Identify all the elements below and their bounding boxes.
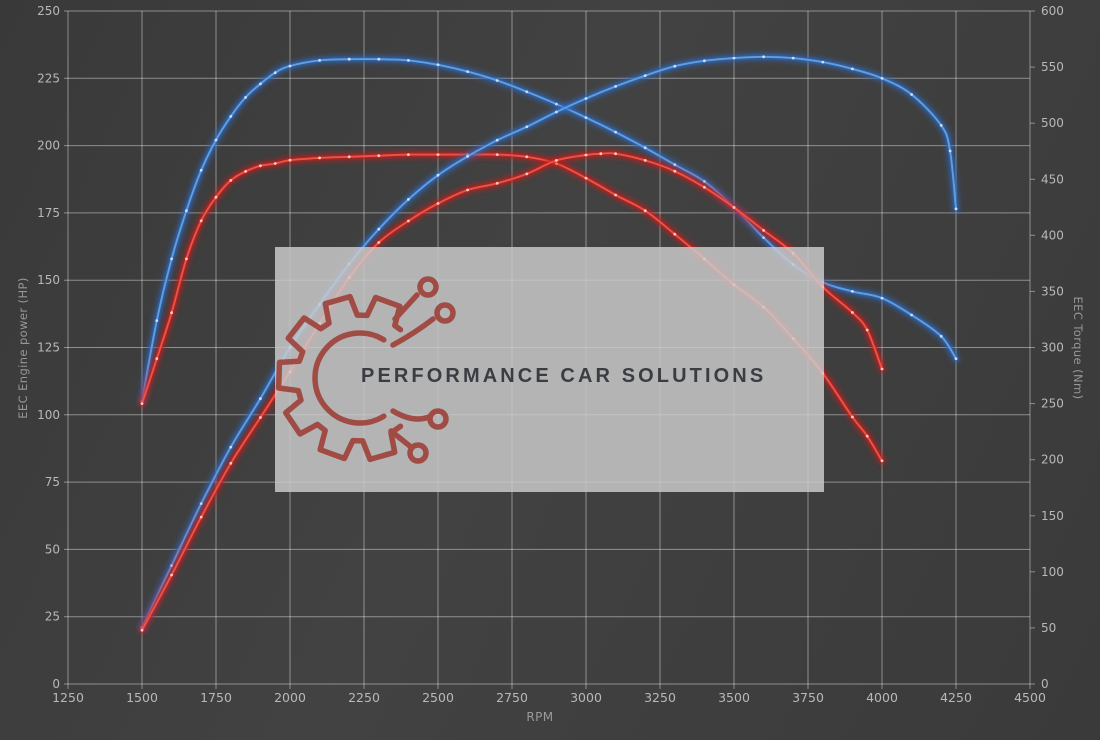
x-tick-label: 3500 [718, 690, 750, 705]
x-axis-title: RPM [526, 710, 554, 724]
circuit-node [417, 276, 439, 298]
gear-outline [275, 293, 404, 463]
circuit-node [434, 302, 456, 324]
y-right-tick-label: 0 [1041, 677, 1049, 691]
x-tick-label: 2500 [422, 690, 454, 705]
series-power-red [137, 148, 887, 635]
y-right-tick-label: 200 [1041, 453, 1064, 467]
y-right-tick-label: 500 [1041, 116, 1064, 130]
y-right-tick-label: 50 [1041, 621, 1056, 635]
y-right-tick-label: 150 [1041, 509, 1064, 523]
circuit-trace [390, 408, 432, 422]
y-right-tick-label: 350 [1041, 284, 1064, 298]
y-left-tick-label: 200 [37, 139, 60, 153]
y-right-tick-label: 100 [1041, 565, 1064, 579]
x-tick-label: 4000 [866, 690, 898, 705]
x-tick-label: 2000 [274, 690, 306, 705]
gear-inner-arc [312, 330, 387, 426]
y-left-tick-label: 25 [45, 610, 60, 624]
y-left-tick-label: 250 [37, 4, 60, 18]
y-right-tick-label: 450 [1041, 172, 1064, 186]
y-left-tick-label: 75 [45, 475, 60, 489]
x-tick-label: 4500 [1014, 690, 1046, 705]
x-tick-label: 1750 [200, 690, 232, 705]
y-left-tick-label: 150 [37, 273, 60, 287]
y-right-tick-label: 400 [1041, 228, 1064, 242]
y-right-tick-label: 600 [1041, 4, 1064, 18]
left-axis-title: EEC Engine power (HP) [16, 277, 30, 419]
x-tick-label: 3250 [644, 690, 676, 705]
tick-marks [64, 10, 1035, 689]
y-left-tick-label: 225 [37, 71, 60, 85]
circuit-node [427, 408, 449, 430]
x-tick-label: 1250 [52, 690, 84, 705]
watermark-text: PERFORMANCE CAR SOLUTIONS [361, 365, 767, 387]
x-tick-label: 3000 [570, 690, 602, 705]
watermark: PERFORMANCE CAR SOLUTIONS [275, 247, 824, 492]
y-left-tick-label: 175 [37, 206, 60, 220]
x-tick-label: 2250 [348, 690, 380, 705]
x-tick-label: 2750 [496, 690, 528, 705]
x-tick-label: 3750 [792, 690, 824, 705]
x-tick-label: 4250 [940, 690, 972, 705]
y-right-tick-label: 300 [1041, 341, 1064, 355]
axis-tick-labels: 1250 1500 1750 2000 2250 2500 2750 3000 3250 3500… [37, 4, 1064, 705]
circuit-trace [392, 292, 420, 322]
gear-circuit-logo-icon [275, 276, 456, 464]
y-left-tick-label: 0 [52, 677, 60, 691]
circuit-trace [388, 428, 414, 450]
y-left-tick-label: 125 [37, 341, 60, 355]
circuit-node [407, 442, 429, 464]
circuit-trace [390, 316, 436, 348]
y-right-tick-label: 550 [1041, 60, 1064, 74]
y-left-tick-label: 100 [37, 408, 60, 422]
y-left-tick-label: 50 [45, 542, 60, 556]
x-tick-label: 1500 [126, 690, 158, 705]
y-right-tick-label: 250 [1041, 397, 1064, 411]
right-axis-title: EEC Torque (Nm) [1071, 296, 1085, 400]
